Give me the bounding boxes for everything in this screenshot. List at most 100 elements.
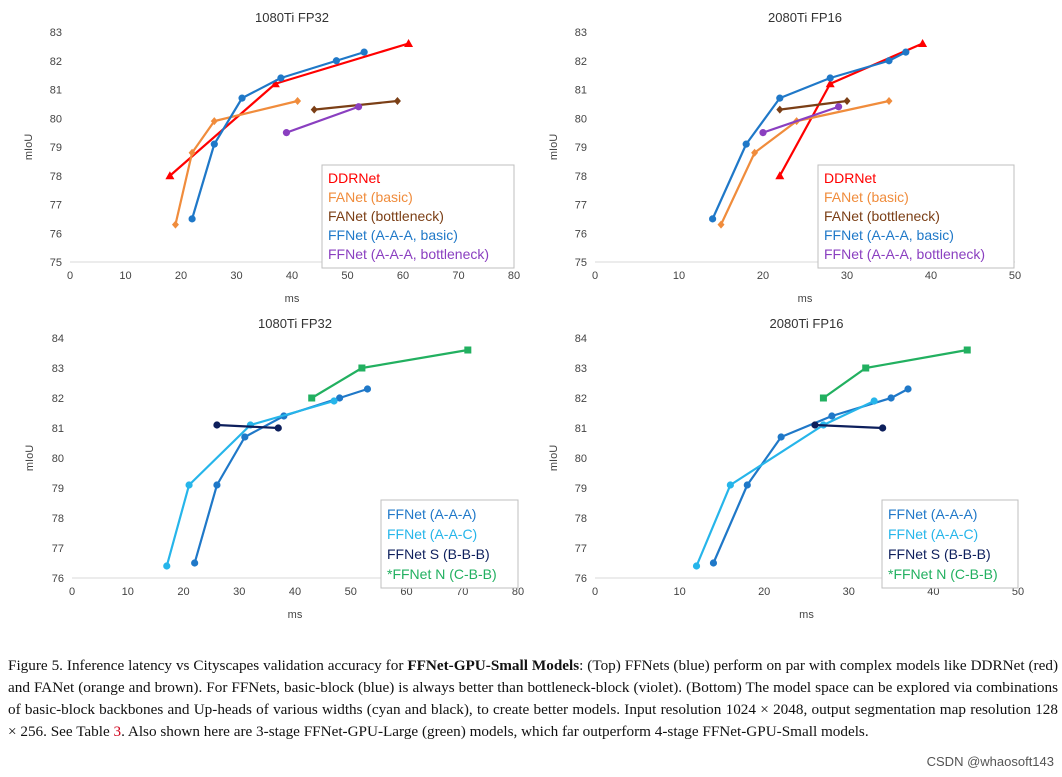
x-tick-label: 20	[758, 586, 770, 598]
legend-entry-ffnet-a-a-a-basic: FFNet (A-A-A, basic)	[824, 227, 954, 243]
legend-entry-ffnet-n-c-b-b: *FFNet N (C-B-B)	[888, 566, 998, 582]
y-tick-label: 83	[50, 27, 62, 39]
legend: DDRNet FANet (basic) FANet (bottleneck) FFN…	[321, 164, 515, 269]
data-point-ffnet-a-a-a	[213, 481, 221, 489]
chart-title: 2080Ti FP16	[770, 316, 844, 331]
data-point-fanet-bottleneck	[776, 105, 784, 114]
legend-entry-fanet-basic: FANet (basic)	[328, 189, 413, 205]
data-point-ffnet-a-a-a-bottleneck	[835, 103, 843, 111]
data-point-ffnet-s-b-b-b	[274, 424, 282, 432]
data-point-ddrnet	[404, 39, 414, 47]
legend-entry-ffnet-a-a-c: FFNet (A-A-C)	[888, 526, 978, 542]
figure-caption: Figure 5. Inference latency vs Cityscape…	[8, 655, 1058, 743]
caption-text-3: . Also shown here are 3-stage FFNet-GPU-…	[121, 723, 869, 740]
data-point-ffnet-s-b-b-b	[213, 421, 221, 429]
x-tick-label: 10	[119, 270, 131, 282]
legend-entry-ffnet-a-a-a: FFNet (A-A-A)	[888, 506, 977, 522]
data-point-ffnet-a-a-a	[363, 385, 372, 393]
data-point-fanet-basic	[210, 117, 218, 126]
legend: DDRNet FANet (basic) FANet (bottleneck) FFN…	[817, 164, 1015, 269]
x-tick-label: 50	[1012, 586, 1024, 598]
data-point-ffnet-a-a-c	[185, 481, 193, 489]
x-tick-label: 60	[397, 270, 409, 282]
chart-title: 1080Ti FP32	[258, 316, 332, 331]
chart-top-right: 2080Ti FP16 75 76 77 78 79 80 81 82 83 0 10 20 30 40 50…	[540, 0, 1060, 310]
data-point-ddrnet	[165, 171, 175, 180]
legend-entry-ddrnet: DDRNet	[824, 170, 876, 186]
y-tick-label: 81	[52, 423, 64, 435]
legend-box	[881, 499, 1019, 589]
legend: FFNet (A-A-A) FFNet (A-A-C) FFNet S (B-B-B…	[881, 499, 1019, 589]
data-point-ffnet-n-c-b-b	[862, 364, 870, 372]
legend-box	[817, 164, 1015, 269]
y-tick-label: 83	[52, 363, 64, 375]
series-ffnet-s-b-b-b	[811, 421, 887, 432]
legend-entry-fanet-bottleneck: FANet (bottleneck)	[328, 208, 444, 224]
data-point-ffnet-a-a-a	[241, 433, 249, 441]
data-point-ffnet-a-a-a-basic	[332, 57, 340, 65]
x-axis-label: ms	[798, 293, 813, 305]
legend-entry-ffnet-s-b-b-b: FFNet S (B-B-B)	[888, 546, 991, 562]
series-ffnet-a-a-a-bottleneck	[759, 103, 843, 137]
y-tick-label: 81	[575, 423, 587, 435]
data-point-ffnet-a-a-c	[726, 481, 734, 489]
x-axis-label: ms	[285, 293, 300, 305]
series-ffnet-s-b-b-b	[213, 421, 282, 432]
y-tick-label: 83	[575, 363, 587, 375]
y-tick-label: 81	[50, 85, 62, 97]
data-point-ddrnet	[825, 79, 835, 88]
data-point-ddrnet	[270, 79, 280, 88]
y-axis-label: mIoU	[548, 445, 560, 471]
data-point-ffnet-a-a-c	[163, 562, 171, 570]
data-point-fanet-basic	[717, 220, 725, 229]
x-tick-label: 50	[341, 270, 353, 282]
data-point-fanet-basic	[294, 97, 302, 105]
table-ref-link[interactable]: 3	[113, 723, 122, 740]
data-point-ffnet-a-a-a	[709, 559, 718, 567]
y-tick-label: 80	[575, 453, 587, 465]
y-tick-label: 82	[52, 393, 64, 405]
data-point-ffnet-a-a-a	[887, 394, 895, 402]
series-line-ffnet-a-a-a-basic	[191, 51, 365, 220]
chart-title: 1080Ti FP32	[255, 10, 329, 25]
data-point-ffnet-a-a-a-basic	[238, 94, 246, 102]
series-line-ffnet-a-a-c	[695, 400, 875, 567]
series-ddrnet	[775, 39, 928, 180]
data-point-ffnet-a-a-a-basic	[902, 48, 910, 56]
y-tick-label: 81	[575, 85, 587, 97]
series-line-ffnet-s-b-b-b	[216, 423, 279, 430]
data-point-ffnet-a-a-a	[743, 481, 751, 489]
data-point-fanet-bottleneck	[393, 97, 401, 105]
data-point-ffnet-a-a-c	[692, 562, 701, 570]
data-point-ffnet-n-c-b-b	[819, 394, 827, 402]
data-point-fanet-bottleneck	[310, 105, 318, 114]
x-tick-label: 20	[757, 270, 769, 282]
y-tick-label: 75	[575, 257, 587, 269]
y-axis-label: mIoU	[548, 134, 560, 160]
data-point-fanet-basic	[885, 97, 893, 105]
y-tick-label: 83	[575, 27, 587, 39]
y-tick-label: 79	[575, 483, 587, 495]
series-ffnet-a-a-c	[163, 397, 338, 570]
data-point-ffnet-a-a-a-basic	[776, 94, 784, 102]
caption-text-2: : (Top) FFNets (blue) perform on par wit…	[8, 657, 1059, 740]
series-ffnet-a-a-a	[191, 385, 372, 567]
series-ffnet-a-a-a-bottleneck	[282, 103, 363, 137]
legend-entry-ffnet-a-a-a-bottleneck: FFNet (A-A-A, bottleneck)	[824, 246, 985, 262]
series-ffnet-a-a-c	[692, 397, 878, 570]
data-point-fanet-basic	[751, 148, 759, 157]
chart-svg: 1080Ti FP32 75 76 77 78 79 80 81 82 83 0 10 20 30 40 50…	[23, 10, 520, 305]
y-axis-label: mIoU	[23, 134, 35, 160]
series-line-ffnet-n-c-b-b	[311, 348, 469, 399]
data-point-ffnet-a-a-a	[777, 433, 785, 441]
data-point-ffnet-a-a-c	[870, 397, 878, 405]
legend-box	[380, 499, 519, 589]
x-tick-label: 0	[69, 586, 75, 598]
data-point-ffnet-a-a-a-basic	[826, 74, 834, 82]
data-point-ffnet-a-a-a-bottleneck	[282, 129, 291, 137]
x-tick-label: 40	[286, 270, 298, 282]
x-tick-label: 10	[122, 586, 134, 598]
legend-entry-ffnet-a-a-a-basic: FFNet (A-A-A, basic)	[328, 227, 458, 243]
data-point-ffnet-a-a-a	[336, 394, 344, 402]
y-tick-label: 76	[50, 228, 62, 240]
